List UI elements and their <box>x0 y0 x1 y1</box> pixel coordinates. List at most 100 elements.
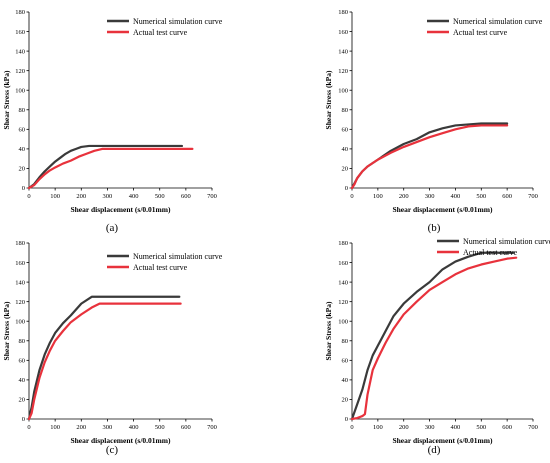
x-tick-label: 100 <box>50 193 60 200</box>
y-tick-label: 100 <box>15 318 25 325</box>
series-line-actual <box>350 256 518 421</box>
legend-label: Actual test curve <box>133 28 188 37</box>
y-tick-label: 160 <box>15 260 25 267</box>
y-tick-label: 0 <box>22 185 25 192</box>
y-tick-label: 40 <box>19 377 26 384</box>
x-tick-label: 600 <box>502 193 512 200</box>
y-tick-label: 60 <box>19 358 26 365</box>
x-tick-label: 200 <box>399 424 409 431</box>
y-tick-label: 60 <box>342 127 349 134</box>
chart-panel-c: 0 20 40 60 80 100 120 140 160 180 0 100 200 300 400 500… <box>2 240 223 456</box>
y-tick-label: 60 <box>19 127 26 134</box>
x-tick-label: 500 <box>155 424 165 431</box>
x-tick-label: 600 <box>502 424 512 431</box>
x-tick-label: 700 <box>528 424 538 431</box>
y-tick-label: 140 <box>338 48 348 55</box>
y-tick-label: 140 <box>15 48 25 55</box>
series-line-numerical <box>350 122 509 190</box>
y-tick-label: 160 <box>338 260 348 267</box>
x-tick-label: 600 <box>181 424 191 431</box>
x-tick-label: 0 <box>350 193 353 200</box>
y-tick-label: 0 <box>345 416 348 423</box>
y-tick-label: 0 <box>345 185 348 192</box>
y-tick-label: 180 <box>15 9 25 16</box>
y-tick-label: 60 <box>342 358 349 365</box>
legend-label: Actual test curve <box>133 263 188 272</box>
y-tick-label: 120 <box>15 299 25 306</box>
y-tick-label: 80 <box>342 338 349 345</box>
x-axis-label: Shear displacement (s/0.01mm) <box>70 436 171 445</box>
y-tick-label: 120 <box>15 68 25 75</box>
y-tick-label: 180 <box>338 240 348 247</box>
series-line-actual <box>27 147 194 190</box>
y-tick-label: 80 <box>342 107 349 114</box>
y-tick-label: 120 <box>338 299 348 306</box>
x-tick-label: 300 <box>425 193 435 200</box>
y-tick-label: 80 <box>19 338 26 345</box>
x-tick-label: 600 <box>181 193 191 200</box>
y-tick-label: 180 <box>15 240 25 247</box>
x-tick-label: 500 <box>155 193 165 200</box>
y-axis-label: Shear Stress (kPa) <box>2 70 11 129</box>
series-line-actual <box>350 124 509 190</box>
x-tick-label: 200 <box>76 193 86 200</box>
y-tick-label: 20 <box>342 397 349 404</box>
series-line-numerical <box>350 251 515 421</box>
panel-label: (c) <box>106 444 119 456</box>
x-tick-label: 100 <box>50 424 60 431</box>
y-tick-label: 160 <box>15 29 25 36</box>
panel-label: (a) <box>106 222 119 234</box>
y-tick-label: 40 <box>342 146 349 153</box>
x-tick-label: 400 <box>129 193 139 200</box>
x-tick-label: 300 <box>103 424 113 431</box>
y-tick-label: 160 <box>338 29 348 36</box>
chart-panel-b: 0 20 40 60 80 100 120 140 160 180 0 100 200 300 400 500… <box>324 9 543 234</box>
y-axis-label: Shear Stress (kPa) <box>324 70 333 129</box>
y-tick-label: 120 <box>338 68 348 75</box>
y-tick-label: 20 <box>342 166 349 173</box>
x-tick-label: 500 <box>476 193 486 200</box>
y-tick-label: 0 <box>22 416 25 423</box>
y-tick-label: 100 <box>338 87 348 94</box>
legend-label: Actual test curve <box>453 28 508 37</box>
x-tick-label: 100 <box>373 193 383 200</box>
series-line-numerical <box>27 295 181 421</box>
y-tick-label: 80 <box>19 107 26 114</box>
legend-label: Numerical simulation curve <box>133 252 223 261</box>
y-tick-label: 20 <box>19 397 26 404</box>
x-tick-label: 700 <box>528 193 538 200</box>
y-tick-label: 140 <box>15 279 25 286</box>
x-tick-label: 300 <box>103 193 113 200</box>
chart-panel-d: 0 20 40 60 80 100 120 140 160 180 0 100 200 300 400 500… <box>324 237 550 456</box>
x-axis-label: Shear displacement (s/0.01mm) <box>392 205 493 214</box>
x-tick-label: 500 <box>476 424 486 431</box>
y-tick-label: 40 <box>19 146 26 153</box>
x-tick-label: 100 <box>373 424 383 431</box>
legend-label: Actual test curve <box>463 248 518 257</box>
x-tick-label: 300 <box>425 424 435 431</box>
y-tick-label: 100 <box>338 318 348 325</box>
panel-label: (b) <box>428 222 441 234</box>
x-tick-label: 400 <box>451 424 461 431</box>
x-tick-label: 400 <box>129 424 139 431</box>
y-tick-label: 40 <box>342 377 349 384</box>
y-axis-label: Shear Stress (kPa) <box>324 301 333 360</box>
x-tick-label: 700 <box>207 424 217 431</box>
y-tick-label: 140 <box>338 279 348 286</box>
y-axis-label: Shear Stress (kPa) <box>2 301 11 360</box>
legend-label: Numerical simulation curve <box>463 237 550 246</box>
x-tick-label: 200 <box>399 193 409 200</box>
x-axis-label: Shear displacement (s/0.01mm) <box>392 436 493 445</box>
x-tick-label: 0 <box>350 424 353 431</box>
legend-label: Numerical simulation curve <box>453 17 543 26</box>
x-axis-label: Shear displacement (s/0.01mm) <box>70 205 171 214</box>
x-tick-label: 700 <box>207 193 217 200</box>
x-tick-label: 0 <box>27 193 30 200</box>
y-tick-label: 180 <box>338 9 348 16</box>
series-line-numerical <box>27 144 184 190</box>
legend-label: Numerical simulation curve <box>133 17 223 26</box>
x-tick-label: 0 <box>27 424 30 431</box>
y-tick-label: 100 <box>15 87 25 94</box>
series-line-actual <box>27 302 182 421</box>
